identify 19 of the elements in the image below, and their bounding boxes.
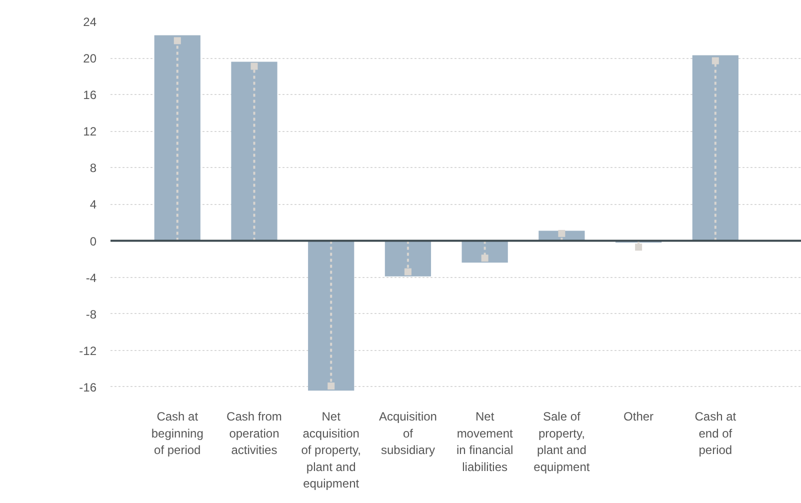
x-tick-label: Net acquisition of property, plant and equipment <box>301 410 362 491</box>
y-tick-label: 16 <box>83 88 97 102</box>
x-tick-label: Cash at beginning of period <box>151 410 204 458</box>
y-tick-label: 0 <box>90 234 97 248</box>
y-tick-label: 4 <box>90 198 97 212</box>
x-tick-label: Cash at end of period <box>694 410 737 458</box>
y-tick-label: 24 <box>83 15 97 29</box>
y-tick-label: 20 <box>83 52 97 66</box>
y-tick-label: -4 <box>86 270 97 285</box>
x-tick-label: Other <box>624 410 654 424</box>
x-tick-label: Cash from operation activities <box>226 410 282 458</box>
y-tick-label: -16 <box>79 380 97 394</box>
x-tick-label: Sale of property, plant and equipment <box>534 410 590 474</box>
y-tick-label: 8 <box>90 161 97 176</box>
y-tick-label: -8 <box>86 307 97 322</box>
y-tick-label: 12 <box>83 124 97 139</box>
y-tick-label: -12 <box>79 344 97 358</box>
x-tick-label: Net movement in financial liabilities <box>456 410 514 474</box>
x-tick-label: Acquisition of subsidiary <box>378 410 437 458</box>
